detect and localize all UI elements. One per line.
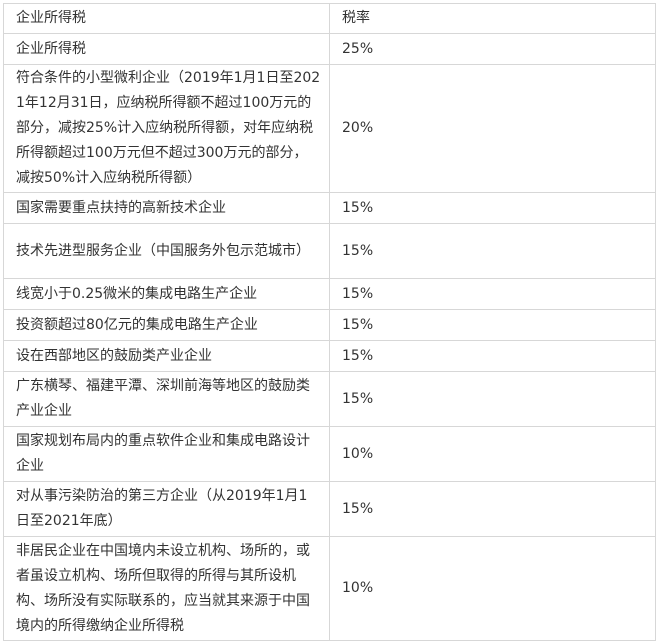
header-tax-type: 企业所得税 (3, 3, 330, 34)
table-row: 符合条件的小型微利企业（2019年1月1日至2021年12月31日，应纳税所得额… (3, 64, 656, 193)
row-rate: 15% (329, 309, 656, 341)
table-row: 投资额超过80亿元的集成电路生产企业 15% (3, 309, 656, 341)
row-name: 线宽小于0.25微米的集成电路生产企业 (3, 278, 330, 310)
table-row: 技术先进型服务企业（中国服务外包示范城市） 15% (3, 223, 656, 279)
table-row: 企业所得税 25% (3, 33, 656, 65)
row-rate: 15% (329, 340, 656, 372)
row-rate: 10% (329, 536, 656, 641)
row-rate: 25% (329, 33, 656, 65)
table-row: 国家规划布局内的重点软件企业和集成电路设计企业 10% (3, 426, 656, 482)
row-rate: 15% (329, 278, 656, 310)
row-name: 国家规划布局内的重点软件企业和集成电路设计企业 (3, 426, 330, 482)
row-rate: 20% (329, 64, 656, 193)
row-rate: 15% (329, 481, 656, 537)
row-name: 企业所得税 (3, 33, 330, 65)
row-name: 设在西部地区的鼓励类产业企业 (3, 340, 330, 372)
row-name: 技术先进型服务企业（中国服务外包示范城市） (3, 223, 330, 279)
row-rate: 15% (329, 371, 656, 427)
table-row: 广东横琴、福建平潭、深圳前海等地区的鼓励类产业企业 15% (3, 371, 656, 427)
table-row: 对从事污染防治的第三方企业（从2019年1月1日至2021年底） 15% (3, 481, 656, 537)
row-name: 符合条件的小型微利企业（2019年1月1日至2021年12月31日，应纳税所得额… (3, 64, 330, 193)
table-row: 设在西部地区的鼓励类产业企业 15% (3, 340, 656, 372)
row-name: 广东横琴、福建平潭、深圳前海等地区的鼓励类产业企业 (3, 371, 330, 427)
table-row: 国家需要重点扶持的高新技术企业 15% (3, 192, 656, 224)
row-name: 对从事污染防治的第三方企业（从2019年1月1日至2021年底） (3, 481, 330, 537)
row-rate: 10% (329, 426, 656, 482)
row-rate: 15% (329, 192, 656, 224)
row-name: 国家需要重点扶持的高新技术企业 (3, 192, 330, 224)
table-header-row: 企业所得税 税率 (3, 3, 656, 34)
table-row: 线宽小于0.25微米的集成电路生产企业 15% (3, 278, 656, 310)
table-row: 非居民企业在中国境内未设立机构、场所的，或者虽设立机构、场所但取得的所得与其所设… (3, 536, 656, 641)
row-name: 非居民企业在中国境内未设立机构、场所的，或者虽设立机构、场所但取得的所得与其所设… (3, 536, 330, 641)
row-name: 投资额超过80亿元的集成电路生产企业 (3, 309, 330, 341)
header-rate: 税率 (329, 3, 656, 34)
row-rate: 15% (329, 223, 656, 279)
tax-rate-table: 企业所得税 税率 企业所得税 25% 符合条件的小型微利企业（2019年1月1日至… (3, 3, 656, 641)
